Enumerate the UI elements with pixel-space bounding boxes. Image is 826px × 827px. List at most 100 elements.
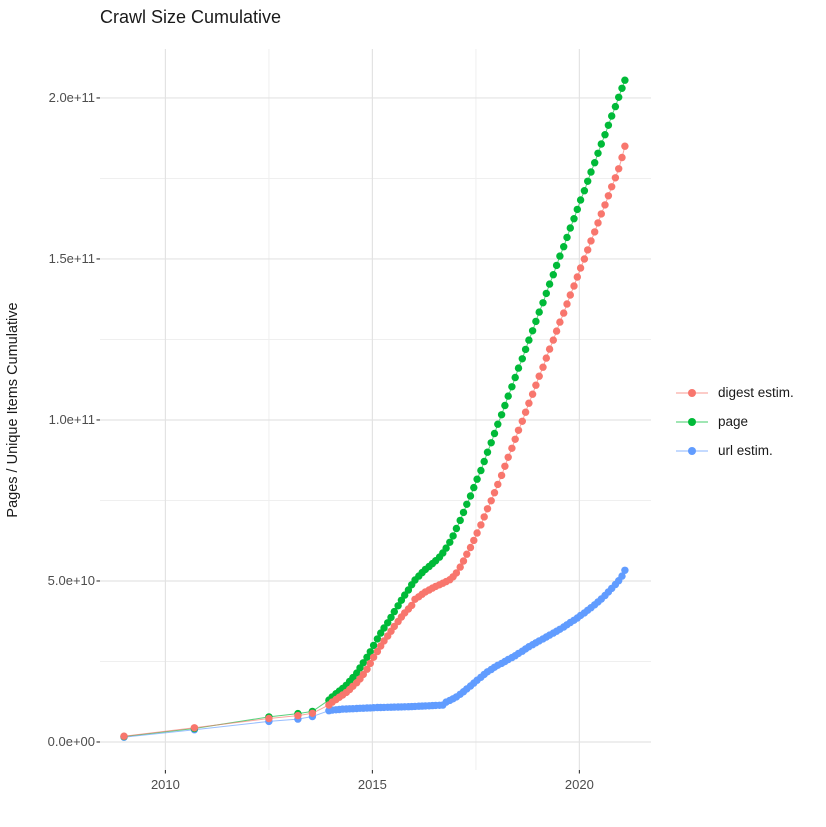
y-tick-label: 1.5e+11 (48, 250, 95, 266)
series-point (552, 327, 561, 335)
legend-key-dot (688, 388, 696, 397)
series-point (532, 317, 540, 326)
series-point (604, 192, 613, 200)
series-point (459, 508, 468, 517)
series-point (190, 724, 199, 732)
legend-label: digest estim. (718, 385, 794, 400)
series-point (601, 131, 609, 139)
series-point (497, 471, 506, 480)
series-point (608, 183, 616, 191)
series-point (452, 524, 461, 533)
series-point (456, 516, 464, 525)
series-point (490, 429, 499, 438)
legend-key (676, 417, 708, 426)
series-point (480, 457, 488, 466)
series-point (518, 355, 526, 363)
x-tick-label: 2015 (357, 777, 387, 792)
series-point (601, 201, 609, 209)
series-point (584, 246, 592, 254)
series-point (294, 711, 302, 720)
series-point (508, 444, 516, 452)
legend-item: url estim. (674, 436, 794, 465)
series-point (566, 291, 574, 299)
series-point (576, 264, 585, 272)
series-point (518, 417, 526, 425)
series-point (477, 521, 485, 529)
series-point (539, 363, 547, 371)
legend-label: page (718, 414, 749, 429)
series-point (539, 299, 547, 307)
series-point (120, 732, 128, 740)
series-point (387, 613, 395, 622)
y-tick-label: 1.0e+11 (48, 411, 95, 427)
series-point (621, 566, 629, 574)
series-point (390, 607, 398, 616)
series-point (308, 709, 317, 717)
series-point (580, 255, 589, 263)
y-tick-label: 5.0e+10 (47, 572, 95, 588)
series-point (456, 563, 464, 571)
series-point (366, 659, 374, 668)
series-point (591, 159, 599, 167)
series-point (359, 670, 367, 679)
series-point (560, 243, 568, 251)
series-point (549, 336, 557, 344)
series-point (525, 336, 533, 344)
series-point (618, 153, 626, 162)
series-point (611, 102, 620, 111)
series-point (483, 448, 492, 456)
y-tick-label: 0.0e+00 (47, 733, 95, 749)
series-point (525, 399, 533, 407)
series-point (563, 300, 571, 308)
series-point (549, 271, 557, 279)
series-point (494, 420, 502, 428)
series-point (408, 601, 416, 610)
series-point (369, 653, 378, 661)
series-point (494, 480, 502, 489)
series-point (508, 383, 516, 391)
series-point (470, 536, 478, 545)
series-point (366, 648, 374, 656)
series-point (621, 142, 629, 150)
series-point (528, 327, 537, 335)
series-point (521, 408, 530, 416)
series-point (621, 76, 629, 84)
chart-title: Crawl Size Cumulative (100, 7, 282, 27)
series-point (380, 624, 388, 632)
series-point (597, 140, 605, 148)
series-point (369, 641, 378, 650)
series-point (473, 529, 481, 537)
series-point (521, 345, 530, 354)
series-point (504, 392, 512, 400)
series-point (563, 233, 571, 242)
series-point (470, 483, 478, 492)
series-point (573, 273, 581, 281)
x-tick-label: 2020 (564, 777, 594, 792)
series-point (560, 309, 568, 317)
series-point (584, 177, 592, 185)
legend-key (676, 388, 708, 397)
series-point (587, 168, 595, 176)
series-point (501, 401, 509, 410)
series-point (570, 215, 578, 223)
series-point (473, 475, 481, 483)
series-point (490, 489, 499, 497)
series-point (591, 228, 599, 236)
series-point (576, 196, 585, 204)
series-point (514, 426, 523, 434)
series-point (535, 308, 543, 316)
series-point (487, 439, 495, 447)
series-point (477, 466, 485, 475)
legend-item: digest estim. (674, 378, 794, 407)
series-point (446, 538, 454, 546)
series-point (466, 543, 475, 552)
series-point (573, 205, 581, 214)
series-point (363, 665, 371, 673)
series-point (587, 237, 595, 245)
y-tick-label: 2.0e+11 (48, 89, 95, 105)
series-point (483, 505, 492, 513)
series-point (545, 280, 554, 288)
series-point (466, 492, 475, 500)
legend-key-dot (688, 417, 696, 426)
